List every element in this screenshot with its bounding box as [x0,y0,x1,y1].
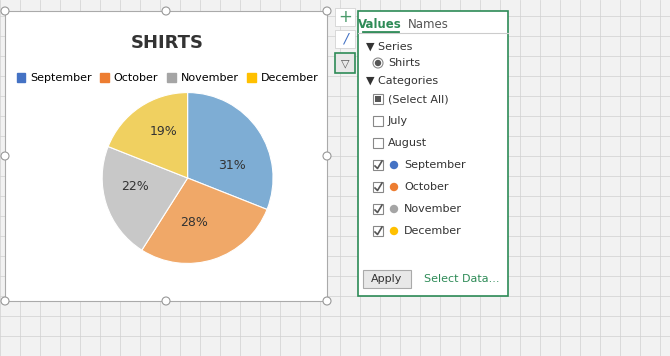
Text: (Select All): (Select All) [388,94,449,104]
Text: Names: Names [407,19,448,31]
Circle shape [1,152,9,160]
Text: /: / [342,32,347,46]
Text: +: + [338,8,352,26]
Circle shape [375,61,381,66]
Text: 28%: 28% [180,216,208,229]
Text: Shirts: Shirts [388,58,420,68]
Bar [335,30,355,48]
Text: ▼ Categories: ▼ Categories [366,76,438,86]
Circle shape [373,58,383,68]
Text: September: September [404,160,466,170]
Bar [373,160,383,170]
Circle shape [391,183,397,190]
Bar [373,204,383,214]
Circle shape [1,297,9,305]
Bar [335,8,355,26]
Circle shape [162,7,170,15]
Bar [5,11,327,301]
Text: Select Data...: Select Data... [425,274,500,284]
Text: 31%: 31% [218,159,246,172]
Circle shape [391,227,397,235]
Text: SHIRTS: SHIRTS [131,34,204,52]
Text: November: November [404,204,462,214]
Bar [335,53,355,73]
Legend: September, October, November, December: September, October, November, December [12,69,323,88]
Circle shape [323,7,331,15]
Bar [373,116,383,126]
Circle shape [162,297,170,305]
Wedge shape [108,93,188,178]
Bar [358,11,508,296]
Circle shape [323,297,331,305]
Circle shape [1,7,9,15]
Text: ▼ Series: ▼ Series [366,42,412,52]
Text: Values: Values [358,19,402,31]
Bar [373,94,383,104]
Text: July: July [388,116,408,126]
Bar [373,182,383,192]
Text: October: October [404,182,448,192]
Bar [375,96,381,102]
Bar [373,226,383,236]
Wedge shape [188,93,273,209]
Text: ▽: ▽ [341,58,349,68]
Wedge shape [142,178,267,263]
Circle shape [323,152,331,160]
Text: August: August [388,138,427,148]
Circle shape [391,162,397,168]
Bar [363,270,411,288]
Text: Apply: Apply [371,274,403,284]
Wedge shape [102,147,188,250]
Bar [373,138,383,148]
Text: 22%: 22% [121,180,149,193]
Text: 19%: 19% [150,125,178,137]
Circle shape [391,205,397,213]
Text: December: December [404,226,462,236]
